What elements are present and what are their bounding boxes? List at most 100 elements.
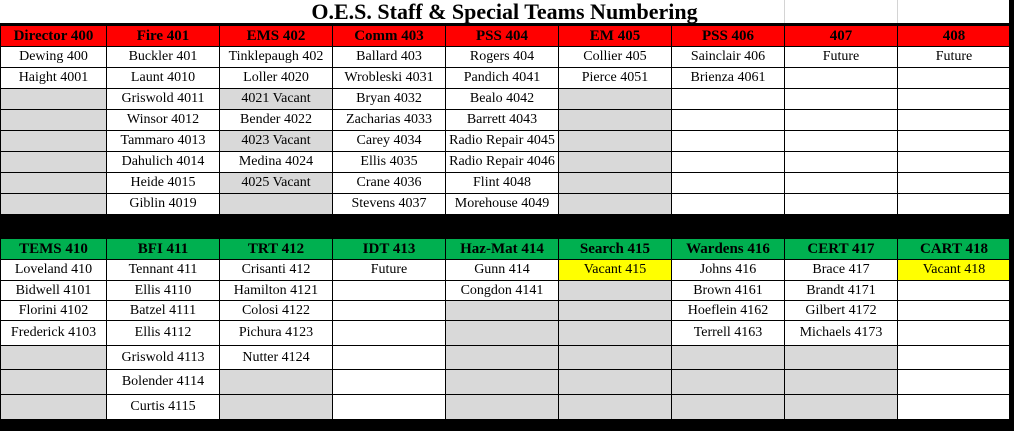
table-cell[interactable] [558,320,672,346]
table-cell[interactable]: Batzel 4111 [106,300,220,321]
table-cell[interactable] [897,320,1011,346]
table-cell[interactable] [0,394,107,420]
table-cell[interactable]: Haight 4001 [0,67,107,89]
table-cell[interactable] [0,88,107,110]
table-cell[interactable] [897,300,1011,321]
table-cell[interactable] [558,151,672,173]
table-cell[interactable]: Bolender 4114 [106,369,220,395]
table-cell[interactable]: Michaels 4173 [784,320,898,346]
column-header[interactable]: Director 400 [0,25,107,47]
table-cell[interactable] [784,151,898,173]
column-header[interactable]: 408 [897,25,1011,47]
column-header[interactable]: 407 [784,25,898,47]
table-cell[interactable]: Brienza 4061 [671,67,785,89]
table-cell[interactable]: Radio Repair 4045 [445,130,559,152]
table-cell[interactable] [445,394,559,420]
table-cell[interactable] [445,345,559,370]
table-cell[interactable]: Medina 4024 [219,151,333,173]
table-cell[interactable] [897,67,1011,89]
table-cell[interactable] [445,300,559,321]
table-cell[interactable] [897,172,1011,194]
table-cell[interactable]: Hamilton 4121 [219,280,333,301]
table-cell[interactable] [0,151,107,173]
table-cell[interactable] [784,394,898,420]
table-cell[interactable] [332,300,446,321]
table-cell[interactable]: Brown 4161 [671,280,785,301]
table-cell[interactable]: Buckler 401 [106,46,220,68]
table-cell[interactable] [671,130,785,152]
table-cell[interactable] [897,88,1011,110]
table-cell[interactable] [671,151,785,173]
table-cell[interactable] [558,193,672,215]
table-cell[interactable]: Hoeflein 4162 [671,300,785,321]
table-cell[interactable] [219,193,333,215]
table-cell[interactable]: Bender 4022 [219,109,333,131]
table-cell[interactable]: Ellis 4110 [106,280,220,301]
table-cell[interactable]: Crane 4036 [332,172,446,194]
table-cell[interactable]: Vacant 418 [897,259,1011,281]
column-header[interactable]: EMS 402 [219,25,333,47]
table-cell[interactable]: Frederick 4103 [0,320,107,346]
table-cell[interactable]: Stevens 4037 [332,193,446,215]
table-cell[interactable]: Tinklepaugh 402 [219,46,333,68]
table-cell[interactable]: Gunn 414 [445,259,559,281]
table-cell[interactable] [558,345,672,370]
column-header[interactable]: Comm 403 [332,25,446,47]
table-cell[interactable]: Ballard 403 [332,46,446,68]
table-cell[interactable] [0,109,107,131]
table-cell[interactable] [784,130,898,152]
table-cell[interactable] [897,345,1011,370]
table-cell[interactable]: Morehouse 4049 [445,193,559,215]
table-cell[interactable]: 4025 Vacant [219,172,333,194]
table-cell[interactable] [558,130,672,152]
table-cell[interactable] [671,88,785,110]
table-cell[interactable]: Future [784,46,898,68]
table-cell[interactable] [784,67,898,89]
table-cell[interactable] [671,193,785,215]
table-cell[interactable] [897,151,1011,173]
table-cell[interactable]: Future [332,259,446,281]
column-header[interactable]: CERT 417 [784,238,898,260]
column-header[interactable]: PSS 404 [445,25,559,47]
table-cell[interactable]: Pierce 4051 [558,67,672,89]
table-cell[interactable] [784,369,898,395]
table-cell[interactable] [784,88,898,110]
table-cell[interactable] [558,369,672,395]
table-cell[interactable]: Future [897,46,1011,68]
table-cell[interactable] [0,369,107,395]
table-cell[interactable] [897,369,1011,395]
table-cell[interactable]: Barrett 4043 [445,109,559,131]
table-cell[interactable]: Carey 4034 [332,130,446,152]
table-cell[interactable]: Bidwell 4101 [0,280,107,301]
table-cell[interactable] [671,109,785,131]
table-cell[interactable]: 4023 Vacant [219,130,333,152]
table-cell[interactable] [671,369,785,395]
table-cell[interactable] [784,345,898,370]
table-cell[interactable] [332,320,446,346]
table-cell[interactable] [784,193,898,215]
table-cell[interactable] [897,109,1011,131]
table-cell[interactable]: Pichura 4123 [219,320,333,346]
column-header[interactable]: CART 418 [897,238,1011,260]
table-cell[interactable]: Griswold 4011 [106,88,220,110]
table-cell[interactable]: Griswold 4113 [106,345,220,370]
table-cell[interactable] [0,172,107,194]
table-cell[interactable]: Tennant 411 [106,259,220,281]
table-cell[interactable] [0,193,107,215]
table-cell[interactable] [332,394,446,420]
table-cell[interactable] [671,345,785,370]
table-cell[interactable]: Dewing 400 [0,46,107,68]
table-cell[interactable]: Flint 4048 [445,172,559,194]
column-header[interactable]: Fire 401 [106,25,220,47]
table-cell[interactable]: Giblin 4019 [106,193,220,215]
table-cell[interactable]: Curtis 4115 [106,394,220,420]
table-cell[interactable] [332,280,446,301]
table-cell[interactable]: Dahulich 4014 [106,151,220,173]
table-cell[interactable] [558,280,672,301]
table-cell[interactable]: Bealo 4042 [445,88,559,110]
table-cell[interactable] [558,109,672,131]
table-cell[interactable]: Congdon 4141 [445,280,559,301]
table-cell[interactable]: Ellis 4112 [106,320,220,346]
table-cell[interactable] [897,193,1011,215]
table-cell[interactable] [558,172,672,194]
